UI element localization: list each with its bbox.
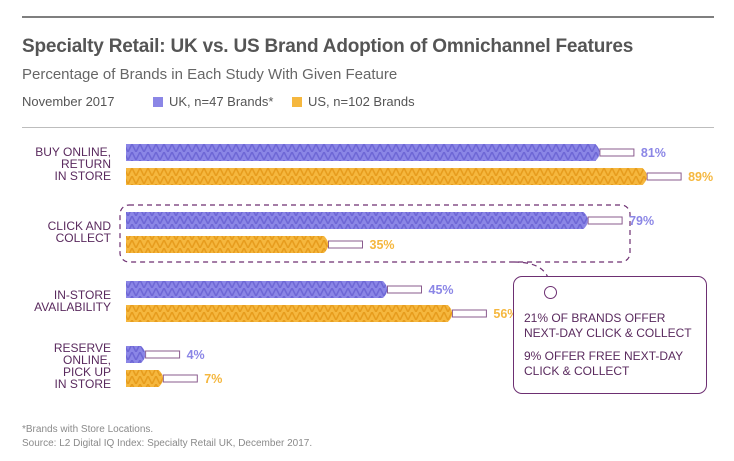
category-label-3-0: RESERVE bbox=[54, 341, 111, 355]
category-label-2-1: AVAILABILITY bbox=[34, 300, 111, 314]
bar-tip bbox=[587, 216, 623, 225]
legend-swatch-us bbox=[292, 96, 302, 107]
bar-uk-0 bbox=[126, 144, 635, 161]
value-label-uk-2: 45% bbox=[429, 283, 454, 297]
value-label-uk-1: 79% bbox=[629, 214, 654, 228]
bar-us-1 bbox=[126, 236, 363, 253]
category-label-2-0: IN-STORE bbox=[54, 288, 111, 302]
bar-uk-3 bbox=[126, 346, 181, 363]
value-label-uk-3: 4% bbox=[187, 348, 205, 362]
bar-body bbox=[126, 346, 146, 363]
chart-title: Specialty Retail: UK vs. US Brand Adopti… bbox=[22, 36, 634, 57]
legend-label-us: US, n=102 Brands bbox=[308, 94, 415, 109]
callout-box: 21% OF BRANDS OFFER NEXT-DAY CLICK & COL… bbox=[513, 276, 707, 394]
legend-swatch-uk bbox=[153, 96, 163, 107]
bar-us-2 bbox=[126, 305, 487, 322]
top-rule bbox=[22, 16, 714, 18]
source-note: Source: L2 Digital IQ Index: Specialty R… bbox=[22, 438, 313, 449]
category-label-1-1: COLLECT bbox=[56, 231, 112, 245]
callout-pin-icon bbox=[544, 286, 557, 299]
value-label-us-1: 35% bbox=[370, 238, 395, 252]
bar-body bbox=[126, 144, 600, 161]
legend-item-us: US, n=102 Brands bbox=[292, 94, 415, 109]
bar-body bbox=[126, 305, 453, 322]
bar-uk-2 bbox=[126, 281, 422, 298]
category-label-3-2: PICK UP bbox=[63, 365, 111, 379]
footnote: *Brands with Store Locations. bbox=[22, 424, 154, 435]
bar-uk-1 bbox=[126, 212, 623, 229]
chart-subtitle: Percentage of Brands in Each Study With … bbox=[22, 66, 398, 83]
legend-item-uk: UK, n=47 Brands* bbox=[153, 94, 273, 109]
value-label-uk-0: 81% bbox=[641, 146, 666, 160]
click-collect-highlight bbox=[119, 204, 631, 263]
bar-body bbox=[126, 212, 588, 229]
category-label-1-0: CLICK AND bbox=[48, 219, 112, 233]
header-divider bbox=[22, 127, 714, 128]
value-label-us-0: 89% bbox=[688, 170, 713, 184]
bar-body bbox=[126, 236, 329, 253]
callout-text-1: 21% OF BRANDS OFFER NEXT-DAY CLICK & COL… bbox=[524, 311, 692, 340]
chart-date: November 2017 bbox=[22, 94, 115, 109]
callout-text-2: 9% OFFER FREE NEXT-DAY CLICK & COLLECT bbox=[524, 349, 683, 378]
bar-body bbox=[126, 281, 388, 298]
category-label-0-0: BUY ONLINE, bbox=[35, 145, 111, 159]
bar-tip bbox=[328, 240, 363, 249]
bar-tip bbox=[387, 285, 422, 294]
bar-tip bbox=[599, 148, 635, 157]
bar-tip bbox=[162, 374, 198, 383]
category-label-3-3: IN STORE bbox=[55, 377, 111, 391]
bar-body bbox=[126, 168, 647, 185]
bar-tip bbox=[145, 350, 181, 359]
bar-us-0 bbox=[126, 168, 682, 185]
callout-connector bbox=[513, 261, 551, 287]
legend-label-uk: UK, n=47 Brands* bbox=[169, 94, 274, 109]
category-label-0-2: IN STORE bbox=[55, 169, 111, 183]
bar-body bbox=[126, 370, 164, 387]
bar-tip bbox=[646, 172, 682, 181]
category-label-0-1: RETURN bbox=[61, 157, 111, 171]
category-label-3-1: ONLINE, bbox=[63, 353, 111, 367]
bar-tip bbox=[451, 309, 487, 318]
bar-us-3 bbox=[126, 370, 198, 387]
value-label-us-3: 7% bbox=[204, 372, 222, 386]
value-label-us-2: 56% bbox=[493, 307, 518, 321]
